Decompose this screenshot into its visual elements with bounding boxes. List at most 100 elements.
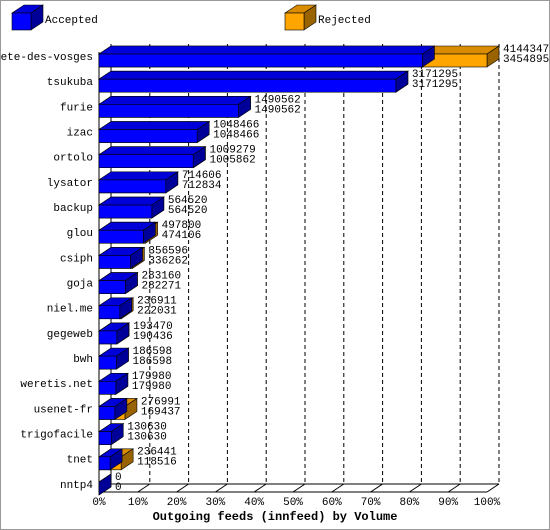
x-tick-label: 80% xyxy=(399,497,419,509)
bar-accepted xyxy=(98,297,133,320)
tick-mark xyxy=(331,483,345,493)
value-label: 714606 xyxy=(182,170,222,182)
value-label: 276991 xyxy=(141,396,181,408)
y-tick-label: weretis.net xyxy=(20,379,93,391)
value-label: 564520 xyxy=(168,195,208,207)
bar-front xyxy=(98,104,239,118)
tick-mark xyxy=(137,483,151,493)
y-tick-label: tnet xyxy=(67,455,93,467)
y-tick-label: goja xyxy=(67,278,94,290)
bar-accepted xyxy=(98,70,409,93)
bar-top xyxy=(98,171,179,181)
y-tick-label: backup xyxy=(53,203,93,215)
value-label: 130630 xyxy=(127,422,167,434)
bar-accepted xyxy=(98,45,436,68)
y-tick-label: lysator xyxy=(47,178,93,190)
value-label: 3171295 xyxy=(412,69,458,81)
x-tick-label: 20% xyxy=(167,497,187,509)
bar-front xyxy=(98,305,121,320)
bar-front xyxy=(98,406,116,420)
y-tick-label: csiph xyxy=(60,253,93,265)
value-label: 186598 xyxy=(132,346,172,358)
legend-label: Accepted xyxy=(45,15,98,27)
x-tick-label: 70% xyxy=(361,497,381,509)
value-label: 4144347 xyxy=(503,44,549,56)
x-tick-label: 60% xyxy=(322,497,342,509)
bar-accepted xyxy=(98,272,139,295)
bar-accepted xyxy=(98,372,129,395)
bar-top xyxy=(98,45,436,55)
bar-top xyxy=(98,96,252,105)
y-tick-label: izac xyxy=(67,127,93,139)
value-label: 1048466 xyxy=(213,119,259,131)
y-tick-label: bwh xyxy=(73,354,93,366)
bar-top xyxy=(98,121,211,130)
value-label: 1490562 xyxy=(255,94,301,106)
bar-front xyxy=(98,431,112,445)
value-label: 1005862 xyxy=(209,155,255,167)
y-tick-label: bete-des-vosges xyxy=(0,52,93,64)
value-label: 283160 xyxy=(142,270,182,282)
bar-front xyxy=(284,12,305,31)
value-label: 222031 xyxy=(137,306,177,318)
bar-front xyxy=(98,154,194,169)
y-tick-label: usenet-fr xyxy=(34,404,93,416)
bar-front xyxy=(98,380,117,395)
tick-mark xyxy=(253,483,267,493)
value-label: 118516 xyxy=(137,457,177,469)
tick-mark xyxy=(292,483,306,493)
value-label: 186598 xyxy=(132,356,172,368)
legend-item: Accepted xyxy=(11,4,98,31)
value-label: 3171295 xyxy=(412,79,458,91)
value-label: 179980 xyxy=(132,371,172,383)
y-tick-label: trigofacile xyxy=(20,430,93,442)
value-label: 1009279 xyxy=(209,145,255,157)
tick-mark xyxy=(447,483,461,493)
bar-accepted xyxy=(98,95,252,118)
value-label: 712834 xyxy=(182,180,222,192)
y-tick-label: gegeweb xyxy=(47,329,93,341)
bar-front xyxy=(98,229,144,244)
bar-accepted xyxy=(98,171,179,194)
value-label: 564520 xyxy=(168,205,208,217)
bar-front xyxy=(98,456,111,471)
chart-title: Outgoing feeds (innfeed) by Volume xyxy=(153,510,398,524)
value-label: 190436 xyxy=(133,331,173,343)
legend-label: Rejected xyxy=(318,15,371,27)
y-tick-label: nntp4 xyxy=(60,480,93,492)
bar-top xyxy=(98,146,207,156)
y-tick-label: niel.me xyxy=(47,304,93,316)
x-tick-label: 90% xyxy=(438,497,458,509)
x-tick-label: 30% xyxy=(205,497,225,509)
value-label: 336262 xyxy=(148,255,188,267)
bar-accepted xyxy=(98,448,124,471)
x-tick-label: 50% xyxy=(283,497,303,509)
bar-accepted xyxy=(98,246,144,269)
bar-front xyxy=(98,78,397,93)
value-label: 1048466 xyxy=(213,129,259,141)
bar-front xyxy=(98,330,118,345)
x-tick-label: 0% xyxy=(92,497,106,509)
value-label: 474106 xyxy=(162,230,202,242)
tick-mark xyxy=(215,483,228,493)
tick-mark xyxy=(176,483,189,493)
legend-item: Rejected xyxy=(284,4,371,31)
bar-accepted xyxy=(98,322,130,345)
value-label: 1490562 xyxy=(255,104,301,116)
bar-front xyxy=(98,255,131,269)
value-label: 193470 xyxy=(133,321,173,333)
bar-accepted xyxy=(98,221,157,244)
bar-accepted xyxy=(98,146,207,169)
y-tick-label: tsukuba xyxy=(47,77,94,89)
value-label: 3454895 xyxy=(503,54,549,66)
y-tick-label: furie xyxy=(60,102,93,114)
bar-accepted xyxy=(98,196,165,219)
bar-front xyxy=(98,53,423,68)
value-label: 0 xyxy=(115,472,122,484)
bar-front xyxy=(98,280,126,294)
value-label: 236911 xyxy=(137,296,177,308)
tick-mark xyxy=(486,483,500,493)
bar-front xyxy=(98,355,117,370)
bar-accepted xyxy=(98,120,211,144)
